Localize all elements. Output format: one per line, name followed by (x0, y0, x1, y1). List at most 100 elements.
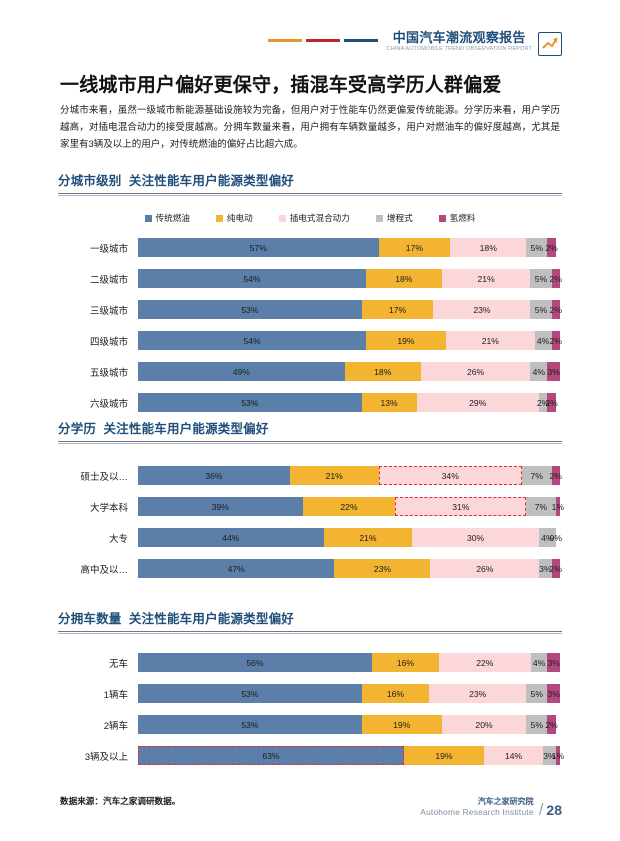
stacked-bar: 53% 16% 23% 5% 3% (138, 684, 560, 703)
bar-value-label: 2% (549, 335, 562, 346)
chart-row: 2辆车 53% 19% 20% 5% 2% (60, 715, 560, 734)
stacked-bar: 53% 19% 20% 5% 2% (138, 715, 560, 734)
bar-segment: 22% (438, 653, 531, 672)
chart-row: 大学本科 39% 22% 31% 7% 1% (60, 497, 564, 516)
chart-row: 3辆及以上 63% 19% 14% 3% 1% (60, 746, 564, 765)
row-category-label: 无车 (108, 658, 128, 670)
bar-segment: 3% (547, 653, 560, 672)
bar-segment: 7% (521, 466, 552, 485)
legend-label-0: 传统燃油 (155, 213, 190, 223)
bar-value-label: 21% (359, 532, 377, 543)
legend-label-3: 增程式 (386, 213, 413, 223)
row-category-label: 3辆及以上 (84, 751, 128, 763)
bar-value-label: 17% (405, 242, 423, 253)
bar-value-label: 18% (395, 273, 413, 284)
bar-value-label: 14% (504, 750, 523, 761)
bar-segment: 56% (138, 653, 372, 672)
section-title-2: 分学历 关注性能车用户能源类型偏好 (58, 418, 562, 437)
bar-value-label: 57% (249, 242, 267, 253)
data-source-note: 数据来源：汽车之家调研数据。 (60, 796, 181, 806)
bar-segment: 2% (550, 269, 562, 288)
bar-value-label: 63% (262, 750, 280, 761)
bar-segment: 3% (543, 746, 556, 765)
bar-segment: 31% (395, 497, 527, 516)
bar-value-label: 5% (530, 688, 543, 699)
chart-row: 五级城市 49% 18% 26% 4% 3% (60, 362, 560, 381)
bar-value-label: 4% (536, 335, 550, 346)
bar-value-label: 4% (532, 366, 546, 377)
bar-value-label: 5% (534, 304, 548, 315)
bar-value-label: 36% (205, 470, 223, 481)
bar-value-label: 30% (466, 532, 485, 543)
bar-value-label: 19% (435, 750, 453, 761)
bar-value-label: 7% (534, 501, 548, 512)
bar-segment: 2% (549, 466, 562, 485)
bar-segment: 13% (361, 393, 417, 412)
bar-value-label: 21% (325, 470, 343, 481)
bar-segment: 57% (138, 238, 379, 257)
section-name-2: 关注性能车用户能源类型偏好 (103, 422, 269, 436)
bar-value-label: 3% (547, 366, 560, 377)
bar-segment: 63% (138, 746, 404, 765)
brand-name-cn: 汽车之家研究院 (477, 797, 534, 806)
section-prefix-3: 分拥车数量 (58, 612, 122, 626)
bar-value-label: 2% (549, 470, 562, 481)
bar-segment: 4% (538, 528, 556, 547)
bar-segment: 49% (138, 362, 345, 381)
section-rule-2 (58, 441, 562, 444)
bar-value-label: 44% (222, 532, 240, 543)
legend-item-1: 纯电动 (215, 212, 253, 224)
intro-paragraph: 分城市来看，虽然一级城市新能源基础设施较为完备，但用户对于性能车仍然更偏爱传统能… (60, 105, 560, 150)
stacked-bar: 54% 18% 21% 5% 2% (138, 269, 562, 288)
legend-swatch-icon-3 (375, 214, 383, 222)
bar-segment: 21% (289, 466, 379, 485)
chart-row: 六级城市 53% 13% 29% 2% 2% (60, 393, 560, 412)
header-bar-red (306, 39, 341, 42)
bar-segment: 36% (138, 466, 290, 485)
header-color-bars (268, 39, 379, 42)
stacked-bar: 63% 19% 14% 3% 1% (138, 746, 564, 765)
chart-city-tier: 一级城市 57% 17% 18% 5% 2% 二级城市 54% 18% 21% 5% 2% 三级城市 53… (60, 238, 562, 412)
legend-label-2: 插电式混合动力 (289, 213, 350, 223)
row-category-label: 高中及以… (80, 564, 128, 576)
bar-value-label: 2% (536, 397, 550, 408)
bar-segment: 4% (530, 653, 548, 672)
bar-value-label: 26% (476, 563, 494, 574)
bar-value-label: 16% (386, 688, 405, 699)
stacked-bar: 47% 23% 26% 3% 2% (138, 559, 562, 578)
bar-segment: 18% (450, 238, 527, 257)
bar-segment: 22% (302, 497, 396, 516)
bar-segment: 20% (441, 715, 527, 734)
bar-segment: 7% (526, 497, 556, 516)
bar-value-label: 47% (227, 563, 245, 574)
bar-value-label: 2% (545, 719, 558, 730)
bar-segment: 39% (138, 497, 303, 516)
row-category-label: 1辆车 (103, 689, 128, 701)
row-category-label: 硕士及以… (80, 471, 128, 483)
bar-value-label: 0% (549, 532, 562, 543)
bar-value-label: 29% (469, 397, 487, 408)
section-name-1: 关注性能车用户能源类型偏好 (128, 174, 294, 188)
brand-text-block: 汽车之家研究院 Autohome Research Institute (420, 796, 533, 818)
bar-segment: 53% (138, 684, 362, 703)
bar-segment: 2% (536, 393, 550, 412)
section-header-1: 分城市级别 关注性能车用户能源类型偏好 (58, 170, 562, 196)
page-title: 一线城市用户偏好更保守，插混车受高学历人群偏爱 (60, 75, 502, 96)
bar-segment: 5% (530, 300, 552, 319)
row-category-label: 二级城市 (89, 274, 128, 286)
bar-segment: 19% (365, 331, 447, 350)
bar-segment: 4% (534, 331, 552, 350)
bar-value-label: 49% (232, 366, 250, 377)
bar-segment: 44% (138, 528, 324, 547)
header-bar-navy (344, 39, 379, 42)
report-header: 中国汽车潮流观察报告 CHINA AUTOMOBILE TREND OBSERV… (268, 30, 562, 56)
bar-value-label: 7% (530, 470, 543, 481)
bar-value-label: 1% (551, 501, 565, 512)
section-header-3: 分拥车数量 关注性能车用户能源类型偏好 (58, 608, 562, 634)
bar-value-label: 34% (441, 470, 459, 481)
bar-segment: 21% (323, 528, 413, 547)
page-number: 28 (546, 802, 562, 818)
legend-item-4: 氢燃料 (438, 212, 475, 224)
section-rule-3 (58, 631, 562, 634)
chart-car-ownership: 无车 56% 16% 22% 4% 3% 1辆车 53% 16% 23% 5% 3% 2辆车 53% 19%… (60, 653, 564, 765)
